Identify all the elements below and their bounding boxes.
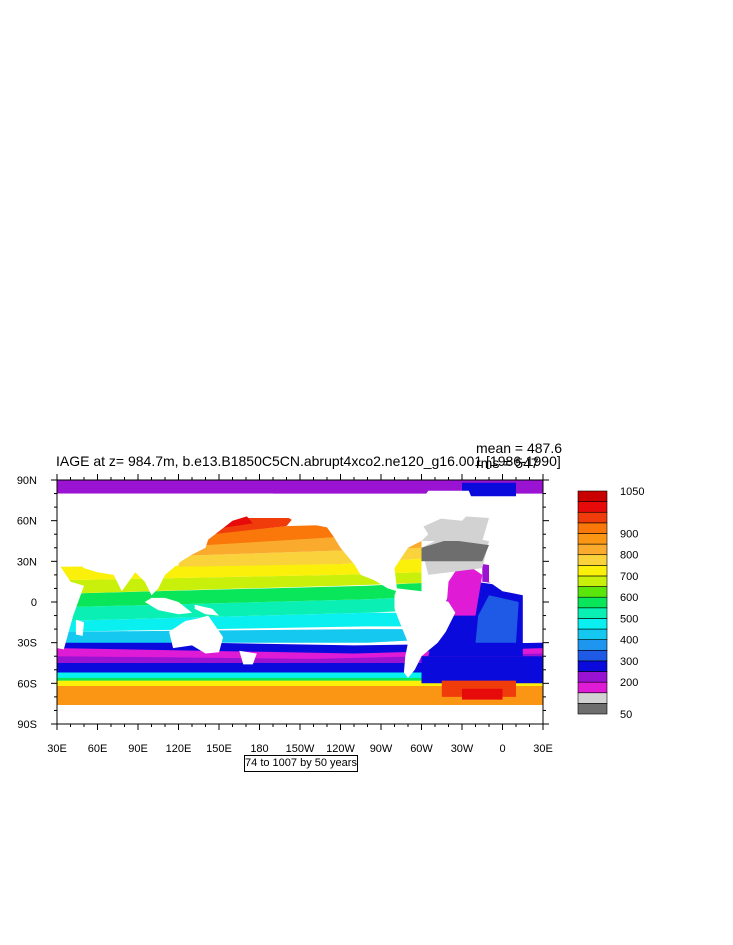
colorbar-swatch xyxy=(577,533,608,545)
colorbar: 1050 900 800 700 600 500 400 300 200 50 xyxy=(577,486,644,721)
land-greenland xyxy=(421,490,476,521)
x-tick-label: 150E xyxy=(206,743,232,755)
colorbar-swatch xyxy=(577,649,608,662)
y-tick-label: 0 xyxy=(31,597,37,609)
y-tick-label: 90S xyxy=(17,719,37,731)
y-axis: 90N 60N 30N 0 30S 60S 90S xyxy=(17,475,549,731)
colorbar-swatch xyxy=(577,596,608,609)
mean-label: mean = 487.6 xyxy=(476,440,563,456)
band-atlantic-mid-blue xyxy=(475,595,519,643)
colorbar-label: 200 xyxy=(620,677,638,689)
band-labrador-gray xyxy=(421,515,489,541)
plot-title: IAGE at z= 984.7m, b.e13.B1850C5CN.abrup… xyxy=(56,453,561,469)
colorbar-label: 800 xyxy=(620,550,638,562)
x-tick-label: 90E xyxy=(128,743,148,755)
x-tick-label: 120E xyxy=(166,743,192,755)
colorbar-label: 1050 xyxy=(620,486,644,498)
x-tick-label: 120W xyxy=(326,743,355,755)
y-tick-label: 30N xyxy=(17,556,37,568)
colorbar-label: 50 xyxy=(620,709,632,721)
band-arctic-purple xyxy=(57,480,543,494)
colorbar-label: 300 xyxy=(620,656,638,668)
land-eurasia xyxy=(57,493,273,596)
colorbar-swatch xyxy=(577,522,608,534)
land-australia xyxy=(169,615,224,654)
colorbar-swatch xyxy=(577,501,608,513)
land-mask xyxy=(57,490,543,724)
land-new-guinea xyxy=(194,604,219,616)
land-africa-east xyxy=(57,561,84,650)
colorbar-label: 500 xyxy=(620,613,638,625)
band-atlantic-magenta xyxy=(445,561,483,616)
band-blue-indian xyxy=(57,629,422,643)
x-tick-label: 150W xyxy=(286,743,315,755)
colorbar-swatch xyxy=(577,575,608,587)
colorbar-swatch xyxy=(577,586,608,598)
colorbar-swatch xyxy=(577,671,608,683)
land-africa-west xyxy=(489,550,543,609)
band-arctic-blue xyxy=(462,482,516,497)
colorbar-swatch xyxy=(577,681,608,694)
y-tick-label: 30S xyxy=(17,638,37,650)
x-tick-label: 60W xyxy=(410,743,433,755)
contour-info-box: 74 to 1007 by 50 years xyxy=(244,755,358,772)
x-tick-label: 90W xyxy=(370,743,393,755)
y-tick-label: 90N xyxy=(17,475,37,487)
colorbar-swatch xyxy=(577,692,608,704)
colorbar-label: 400 xyxy=(620,635,638,647)
x-tick-label: 30E xyxy=(47,743,67,755)
y-tick-label: 60S xyxy=(17,678,37,690)
band-aqua xyxy=(57,596,422,621)
x-tick-label: 0 xyxy=(499,743,505,755)
band-weddell-deep-red xyxy=(462,688,503,700)
x-tick-label: 60E xyxy=(88,743,108,755)
colorbar-swatch xyxy=(577,554,608,566)
band-lime xyxy=(57,572,422,594)
band-atlantic-darkgray xyxy=(421,539,489,562)
rms-label: rms = 547 xyxy=(476,455,539,471)
band-cyan xyxy=(57,612,422,632)
colorbar-swatch xyxy=(577,490,608,502)
colorbar-swatch xyxy=(577,543,608,556)
x-tick-label: 30E xyxy=(533,743,553,755)
colorbar-swatch xyxy=(577,607,608,619)
colorbar-swatch xyxy=(577,511,608,524)
x-axis: 30E 60E 90E 120E 150E 180 150W 120W 90W 60W 30W 0 30… xyxy=(47,474,553,755)
band-antarctic-orange xyxy=(57,680,543,705)
colorbar-swatch xyxy=(577,565,608,577)
colorbar-label: 900 xyxy=(620,528,638,540)
colorbar-swatch xyxy=(577,660,608,672)
x-tick-label: 30W xyxy=(451,743,474,755)
colorbar-swatch xyxy=(577,703,608,715)
band-atlantic-blue xyxy=(421,656,543,684)
y-tick-label: 60N xyxy=(17,516,37,528)
colorbar-swatch xyxy=(577,618,608,630)
land-indonesia xyxy=(144,597,192,615)
land-madagascar xyxy=(75,619,84,636)
land-antarctica xyxy=(57,705,543,724)
colorbar-label: 600 xyxy=(620,592,638,604)
colorbar-label: 700 xyxy=(620,571,638,583)
colorbar-swatch xyxy=(577,639,608,651)
land-new-zealand xyxy=(239,650,257,665)
land-south-america xyxy=(394,588,456,678)
colorbar-swatch xyxy=(577,628,608,640)
x-tick-label: 180 xyxy=(250,743,268,755)
land-north-america xyxy=(273,504,429,592)
